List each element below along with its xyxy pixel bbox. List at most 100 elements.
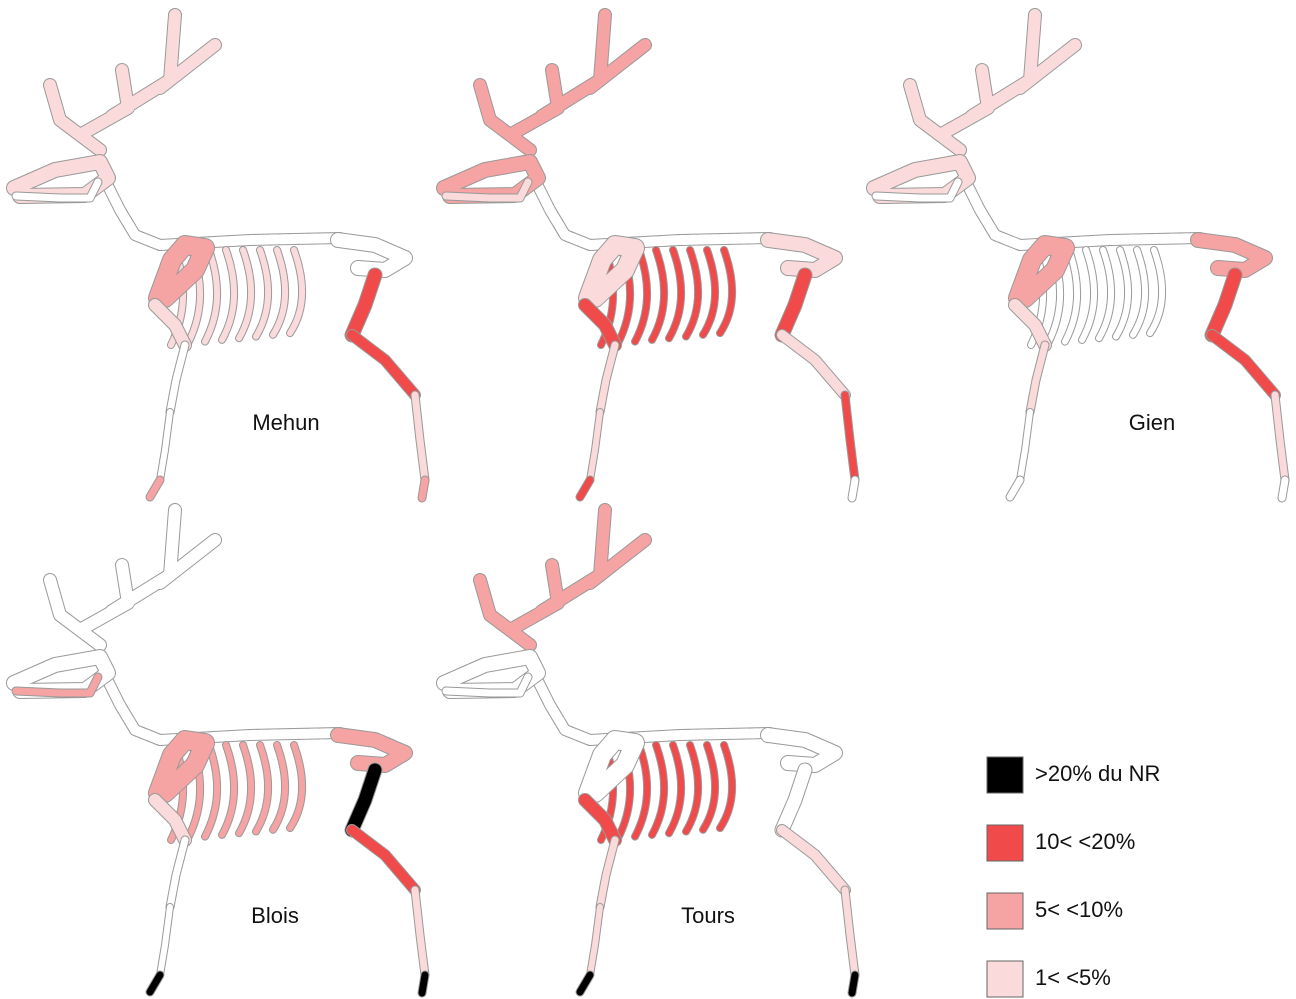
rib (649, 247, 667, 343)
bone (587, 409, 603, 483)
bone (848, 476, 859, 502)
site-label: Tours (681, 903, 735, 928)
bone (1271, 391, 1289, 484)
rib (683, 742, 701, 835)
rib (666, 742, 684, 837)
bone (157, 904, 173, 978)
bone (1205, 268, 1242, 342)
bone (1009, 236, 1074, 307)
bone (442, 178, 532, 202)
bone (841, 886, 859, 979)
bone (345, 268, 382, 342)
bone (418, 476, 429, 502)
spine (530, 670, 775, 745)
skeleton: Tours (436, 503, 860, 998)
rib (202, 742, 220, 840)
bone (411, 391, 429, 484)
rib (270, 247, 288, 338)
bone (149, 236, 214, 307)
spine (100, 670, 345, 745)
rib (717, 742, 735, 832)
bone (149, 794, 191, 846)
legend-label: 10< <20% (1035, 829, 1135, 854)
site-label: Mehun (252, 410, 319, 435)
rib (632, 247, 650, 345)
rib (632, 742, 650, 840)
bone (848, 971, 859, 997)
rib (287, 247, 305, 337)
bone (904, 9, 1081, 156)
rib (700, 742, 718, 833)
bone (149, 299, 191, 351)
bone (166, 836, 189, 911)
rib (666, 247, 684, 342)
rib (700, 247, 718, 338)
bone (775, 763, 812, 837)
skeleton: Mehun (6, 8, 430, 503)
rib (1130, 247, 1148, 338)
bone (442, 673, 532, 697)
site-label: Blois (251, 903, 299, 928)
rib (219, 742, 237, 838)
bone (474, 504, 651, 651)
rib (717, 247, 735, 337)
bone (347, 825, 420, 895)
bone (44, 9, 221, 156)
bone (777, 330, 850, 400)
bone (579, 794, 621, 846)
rib (1062, 247, 1080, 345)
skeleton: Blois (6, 503, 430, 998)
bone (775, 268, 812, 342)
bone (596, 836, 619, 911)
bone (596, 341, 619, 416)
bone (579, 236, 644, 307)
rib (253, 247, 271, 340)
bone (474, 9, 651, 156)
bone (1009, 299, 1051, 351)
spine (530, 175, 775, 250)
bone (345, 763, 382, 837)
bone (1006, 476, 1024, 501)
bone (761, 728, 842, 772)
bone (1191, 233, 1272, 277)
bone (576, 971, 594, 996)
bone (1017, 409, 1033, 483)
legend-swatch (986, 960, 1024, 998)
rib (287, 742, 305, 832)
rib (683, 247, 701, 340)
rib (649, 742, 667, 838)
bone (579, 731, 644, 802)
bone (576, 476, 594, 501)
bone (331, 233, 412, 277)
bone (587, 904, 603, 978)
bone (872, 178, 962, 202)
rib (236, 742, 254, 837)
rib (1079, 247, 1097, 343)
bone (1278, 476, 1289, 502)
bone (411, 886, 429, 979)
legend-label: 5< <10% (1035, 897, 1123, 922)
bone (1026, 341, 1049, 416)
bone (418, 971, 429, 997)
bone (841, 391, 859, 484)
bone (146, 971, 164, 996)
rib (270, 742, 288, 833)
bone (761, 233, 842, 277)
bone (44, 504, 221, 651)
legend-swatch (986, 892, 1024, 930)
bone (579, 299, 621, 351)
rib (202, 247, 220, 345)
bone (166, 341, 189, 416)
bone (146, 476, 164, 501)
rib (1113, 247, 1131, 340)
bone (12, 673, 102, 697)
bone (777, 825, 850, 895)
bone (347, 330, 420, 400)
skeleton: Montsoreau (866, 8, 1290, 503)
rib (1147, 247, 1165, 337)
skeleton: Gien (436, 8, 1175, 503)
bone (157, 409, 173, 483)
bone (331, 728, 412, 772)
legend-swatch (986, 824, 1024, 862)
